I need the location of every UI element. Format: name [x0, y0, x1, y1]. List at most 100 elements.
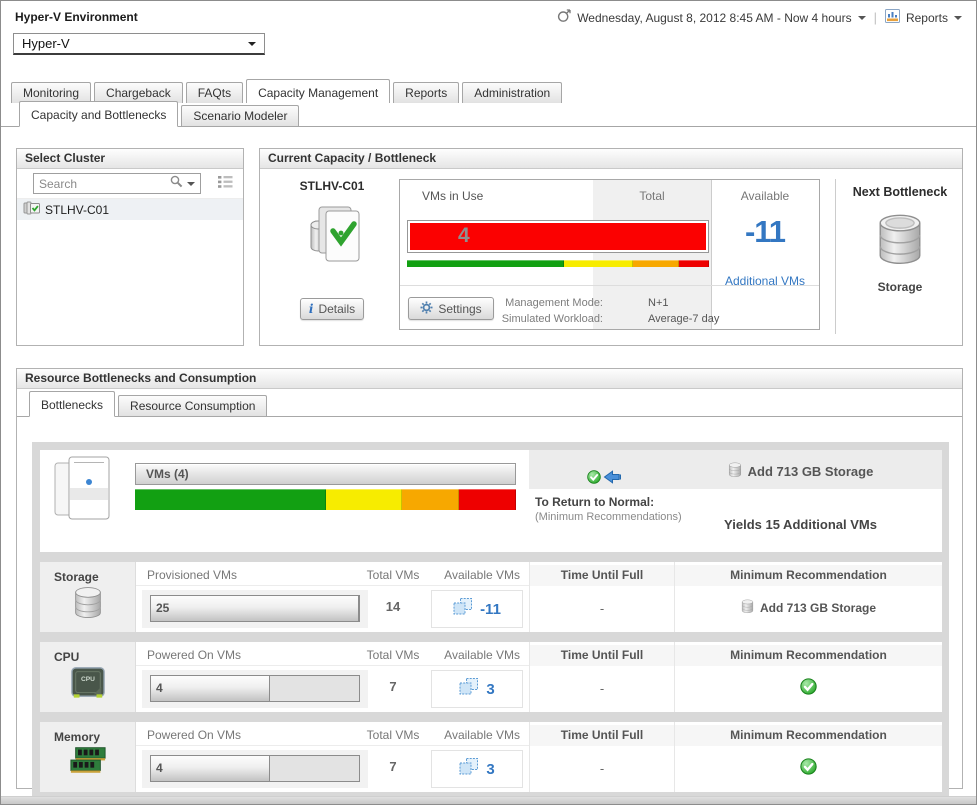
- panel-divider: [835, 179, 836, 334]
- resource-row-memory: Memory Powered On VMs Total VMs Availabl…: [40, 722, 942, 792]
- resource-name: Storage: [54, 570, 99, 584]
- cluster-toolbar: [17, 169, 243, 199]
- usage-bar-zone: 25: [142, 590, 368, 628]
- capacity-cluster-name: STLHV-C01: [299, 179, 365, 193]
- usage-bar: 4: [150, 675, 360, 702]
- status-icons: [587, 470, 621, 489]
- environment-caret-icon: [248, 41, 256, 46]
- available-vms-icon: [453, 598, 473, 620]
- available-vms-label: Available VMs: [444, 728, 520, 742]
- minimum-recommendation-cell: Minimum Recommendation: [674, 722, 942, 792]
- tab-resource-consumption[interactable]: Resource Consumption: [118, 395, 268, 416]
- time-range-label[interactable]: Wednesday, August 8, 2012 8:45 AM - Now …: [577, 10, 852, 25]
- cluster-list-item[interactable]: STLHV-C01: [17, 199, 243, 220]
- resource-bottlenecks-panel: Resource Bottlenecks and Consumption Bot…: [16, 368, 963, 797]
- time-range-icon: [557, 9, 571, 26]
- storage-label-cell: Storage: [40, 562, 136, 632]
- time-until-full-cell: Time Until Full -: [529, 642, 674, 712]
- vms-segment-yellow: [325, 489, 402, 510]
- usage-bar-zone: 4: [142, 750, 368, 788]
- environment-selector[interactable]: Hyper-V: [13, 33, 265, 55]
- available-vms-label: Available VMs: [444, 648, 520, 662]
- time-until-full-header: Time Until Full: [530, 565, 674, 586]
- time-until-full-header: Time Until Full: [530, 725, 674, 746]
- available-column-label: Available: [740, 189, 790, 203]
- available-vms-icon: [459, 758, 479, 780]
- cluster-icon: [23, 200, 40, 219]
- total-column-label: Total: [639, 189, 665, 203]
- usage-bar-fill: 4: [151, 756, 270, 781]
- available-column: [711, 180, 819, 329]
- memory-label-cell: Memory: [40, 722, 136, 792]
- alarm-bar-fill: 4: [410, 223, 706, 250]
- ok-check-icon: [587, 470, 601, 489]
- capacity-meter-box: VMs in Use 4 Settings: [399, 179, 820, 330]
- cluster-item-label: STLHV-C01: [45, 202, 110, 217]
- return-to-normal-section: Add 713 GB Storage To Return to Normal: …: [529, 450, 942, 552]
- tab-monitoring[interactable]: Monitoring: [11, 82, 92, 103]
- storage-small-icon: [728, 462, 742, 481]
- resource-name: Memory: [54, 730, 101, 744]
- search-icon[interactable]: [170, 175, 183, 193]
- mode-values: N+1 Average-7 day: [648, 295, 719, 327]
- toolbar-divider: |: [873, 10, 877, 25]
- summary-recommendation: Add 713 GB Storage: [659, 462, 942, 481]
- select-cluster-title: Select Cluster: [17, 149, 243, 169]
- summary-recommendation-text: Add 713 GB Storage: [747, 464, 874, 479]
- sub-tab-bar: Capacity and Bottlenecks Scenario Modele…: [1, 101, 976, 127]
- time-range-caret-icon[interactable]: [857, 15, 866, 20]
- memory-icon: [69, 746, 107, 781]
- vms-segment-orange: [401, 489, 459, 510]
- next-bottleneck-title: Next Bottleneck: [852, 185, 948, 199]
- time-until-full-cell: Time Until Full -: [529, 562, 674, 632]
- reports-menu-label[interactable]: Reports: [905, 10, 948, 25]
- tab-faqts[interactable]: FAQts: [185, 82, 244, 103]
- vms-segment-red: [458, 489, 516, 510]
- recommendation-text: Add 713 GB Storage: [759, 601, 877, 615]
- search-input[interactable]: [39, 176, 166, 191]
- tab-administration[interactable]: Administration: [462, 82, 563, 103]
- recommendation-band: Add 713 GB Storage: [529, 450, 942, 489]
- time-until-full-value: -: [599, 601, 605, 616]
- tab-scenario-modeler[interactable]: Scenario Modeler: [181, 105, 300, 126]
- search-options-caret-icon[interactable]: [187, 181, 195, 186]
- available-vms-value: -11: [480, 600, 501, 618]
- settings-button[interactable]: Settings: [408, 297, 494, 320]
- tab-reports[interactable]: Reports: [393, 82, 460, 103]
- resource-row-storage: Storage Provisioned VMs Total VMs Availa…: [40, 562, 942, 632]
- gear-icon: [420, 301, 433, 317]
- additional-vms-link[interactable]: Additional VMs: [724, 274, 806, 288]
- total-vms-value: 14: [385, 599, 401, 614]
- settings-button-label: Settings: [438, 301, 482, 316]
- resource-tab-bar: Bottlenecks Resource Consumption: [17, 391, 962, 417]
- cluster-stack-icon: [305, 199, 363, 274]
- usage-label: Powered On VMs: [147, 728, 242, 742]
- reports-caret-icon[interactable]: [954, 15, 962, 20]
- threshold-segment-red: [678, 260, 709, 267]
- tree-view-toggle-icon[interactable]: [218, 175, 233, 193]
- capacity-threshold-strip: [407, 260, 709, 267]
- usage-label: Provisioned VMs: [147, 568, 238, 582]
- next-bottleneck-section: Next Bottleneck Storage: [836, 169, 964, 345]
- simulated-workload-label: Simulated Workload:: [501, 313, 603, 325]
- recommendation-content: Add 713 GB Storage: [675, 599, 942, 617]
- tab-bottlenecks[interactable]: Bottlenecks: [29, 391, 116, 417]
- threshold-segment-orange: [633, 260, 679, 267]
- details-button-label: Details: [318, 302, 356, 316]
- tab-chargeback[interactable]: Chargeback: [94, 82, 183, 103]
- bottlenecks-table: VMs (4): [32, 442, 949, 797]
- total-vms-label: Total VMs: [366, 648, 420, 662]
- tab-capacity-management[interactable]: Capacity Management: [246, 79, 391, 103]
- time-until-full-value: -: [599, 761, 605, 776]
- tab-capacity-and-bottlenecks[interactable]: Capacity and Bottlenecks: [19, 101, 179, 127]
- environment-selector-value: Hyper-V: [22, 36, 70, 51]
- time-until-full-value: -: [599, 681, 605, 696]
- total-vms-value: 7: [389, 759, 397, 774]
- select-cluster-panel: Select Cluster STLHV-C01: [16, 148, 244, 346]
- minimum-recommendation-header: Minimum Recommendation: [675, 565, 942, 586]
- available-value: -11: [744, 214, 786, 249]
- details-button[interactable]: i Details: [300, 298, 364, 320]
- host-stack-icon: [52, 455, 114, 530]
- storage-icon: [73, 586, 103, 625]
